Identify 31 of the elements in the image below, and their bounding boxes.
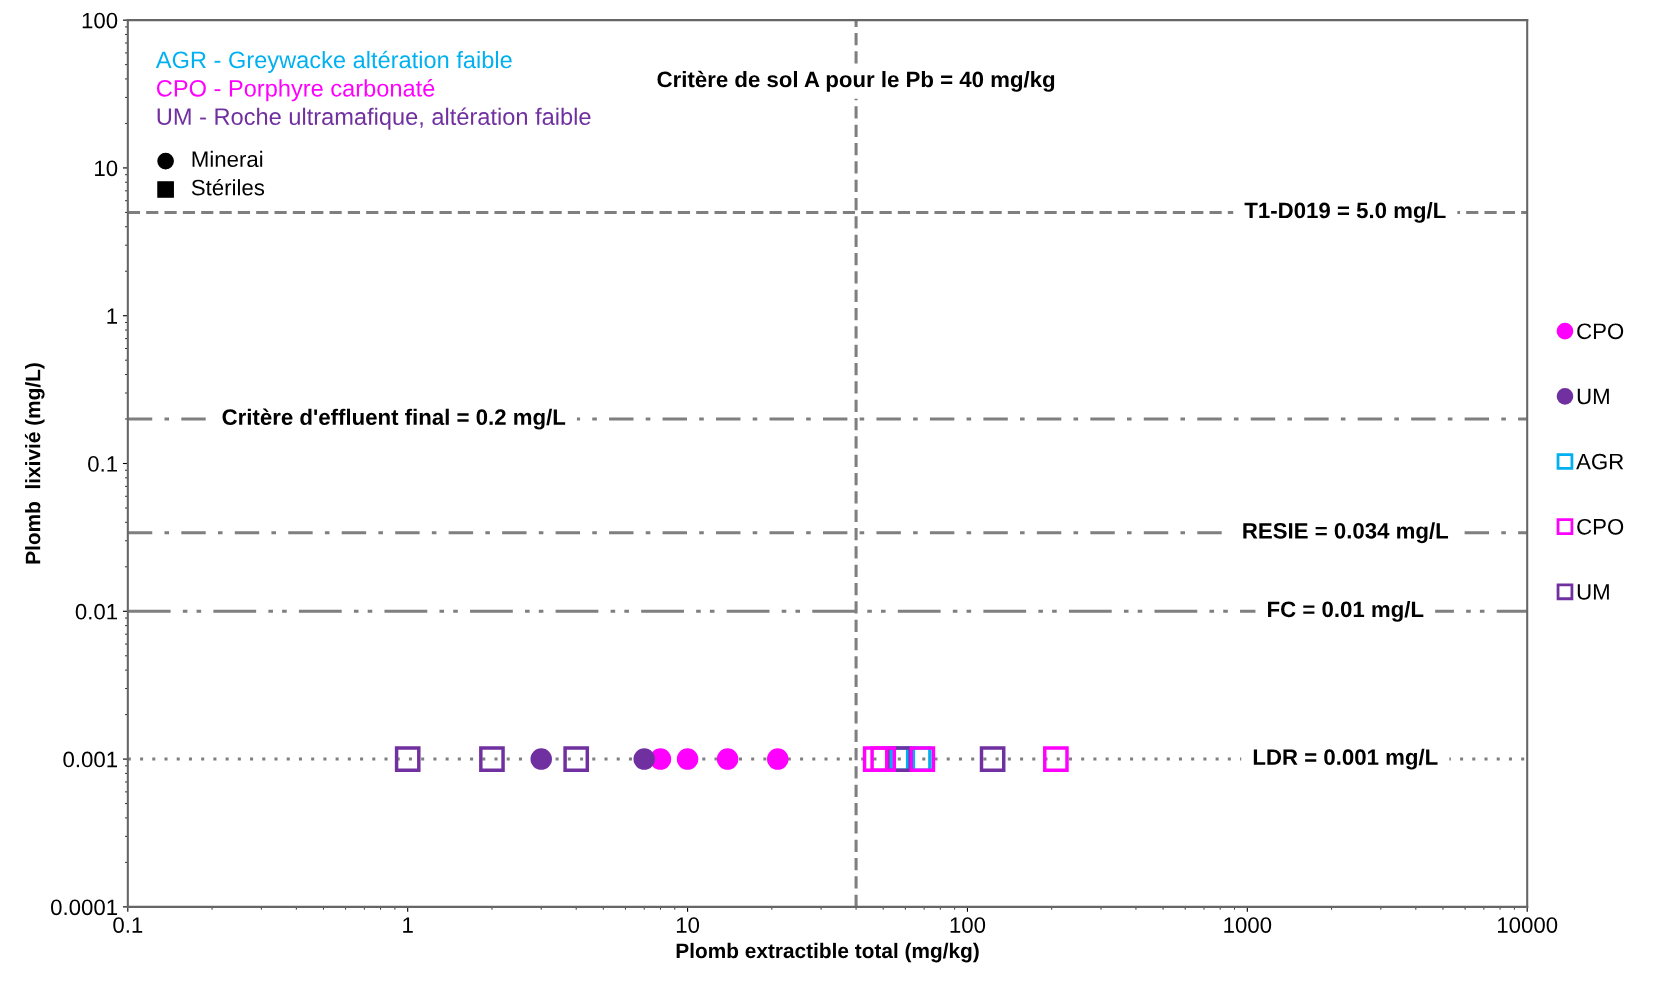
legend-label: AGR bbox=[1576, 453, 1624, 470]
x-tick-label: 10000 bbox=[1498, 917, 1558, 933]
annotation: AGR - Greywacke altération faible bbox=[155, 50, 512, 73]
annotation: Minerai bbox=[192, 150, 263, 168]
annotation: Stériles bbox=[191, 178, 265, 196]
x-tick-label: 1000 bbox=[1224, 917, 1272, 933]
y-tick-label: 0.1 bbox=[88, 456, 118, 472]
y-tick-label: 0.0001 bbox=[51, 899, 118, 916]
x-tick-label: 10 bbox=[676, 917, 700, 933]
y-tick-label: 10 bbox=[95, 160, 118, 177]
x-tick-label: 1 bbox=[403, 917, 413, 933]
y-tick-label: 100 bbox=[82, 12, 118, 29]
annotation: UM - Roche ultramafique, altération faible bbox=[157, 107, 591, 130]
legend-label: UM bbox=[1577, 584, 1609, 600]
legend-label: CPO bbox=[1577, 518, 1624, 535]
ref-line-label: T1-D019 = 5.0 mg/L bbox=[1244, 202, 1446, 223]
x-tick-label: 100 bbox=[950, 917, 986, 933]
ref-line-label: Critère de sol A pour le Pb = 40 mg/kg bbox=[657, 70, 1055, 92]
y-axis-title: Plomb lixivié (mg/L) bbox=[24, 363, 45, 564]
ref-line-label: RESIE = 0.034 mg/L bbox=[1243, 522, 1449, 544]
annotation: CPO - Porphyre carbonaté bbox=[157, 79, 435, 102]
x-tick-label: 0.1 bbox=[113, 917, 143, 933]
ref-line-label: FC = 0.01 mg/L bbox=[1268, 600, 1424, 622]
y-tick-label: 0.01 bbox=[75, 603, 118, 620]
legend-label: UM bbox=[1577, 388, 1609, 405]
ref-line-label: Critère d'effluent final = 0.2 mg/L bbox=[222, 408, 566, 430]
ref-line-label: LDR = 0.001 mg/L bbox=[1253, 748, 1438, 770]
y-tick-label: 1 bbox=[107, 308, 118, 324]
y-tick-label: 0.001 bbox=[63, 751, 118, 768]
x-axis-title: Plomb extractible total (mg/kg) bbox=[676, 942, 979, 963]
legend-label: CPO bbox=[1577, 323, 1624, 340]
